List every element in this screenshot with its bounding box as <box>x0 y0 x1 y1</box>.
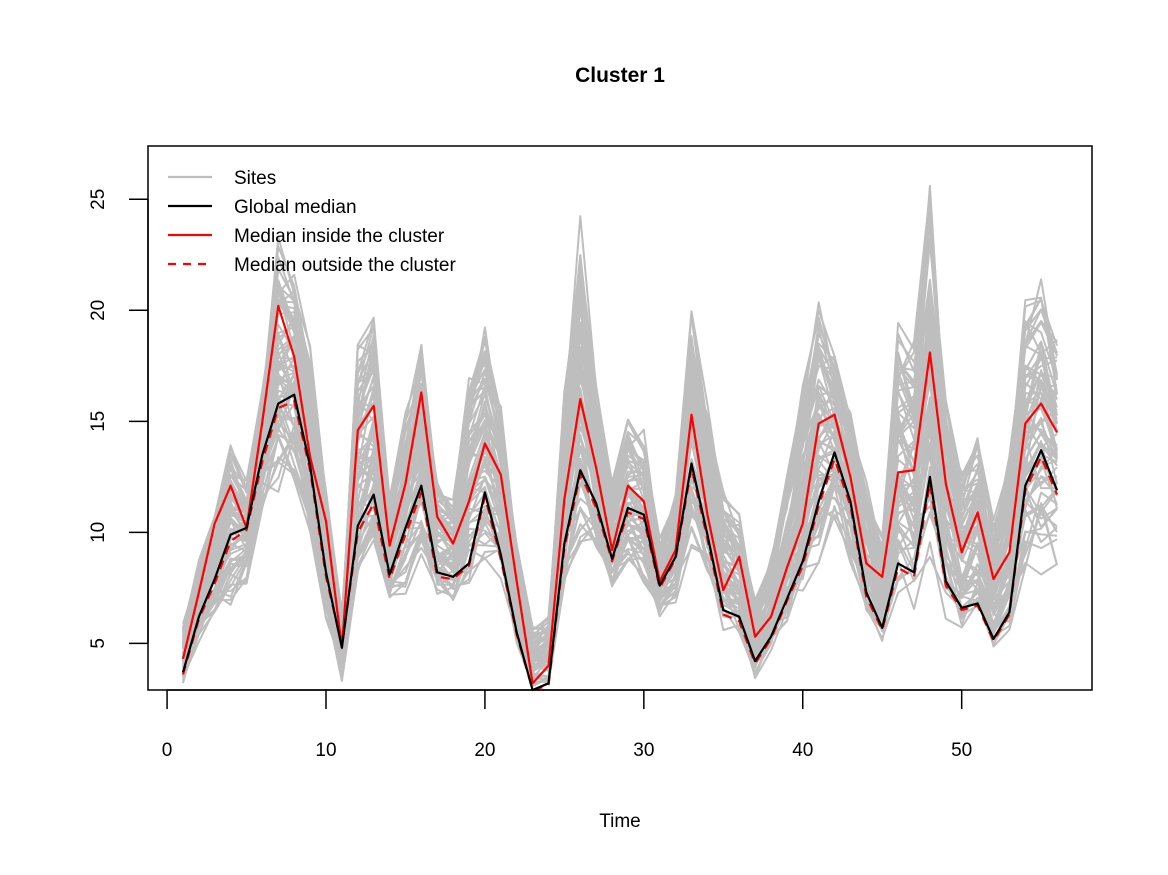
x-tick-label: 50 <box>951 740 972 761</box>
legend-label: Median inside the cluster <box>234 226 445 247</box>
series-line-median-inside-the-cluster <box>181 304 1058 685</box>
x-axis-label: Time <box>599 811 641 832</box>
y-axis: 5 10 15 20 25 <box>88 189 149 649</box>
series-line-global-median <box>181 393 1059 692</box>
site-line <box>182 412 1058 680</box>
legend-label: Global median <box>234 197 357 218</box>
x-tick-label: 30 <box>633 740 654 761</box>
site-line <box>182 215 1058 640</box>
y-tick-label: 20 <box>88 300 109 321</box>
legend-label: Sites <box>234 168 276 189</box>
chart-title: Cluster 1 <box>575 64 665 87</box>
x-tick-label: 10 <box>315 740 336 761</box>
x-tick-label: 20 <box>474 740 495 761</box>
y-tick-label: 15 <box>88 411 109 432</box>
y-tick-label: 25 <box>88 189 109 210</box>
legend-label: Median outside the cluster <box>234 255 456 276</box>
x-axis: 0 10 20 30 40 50 <box>162 689 972 761</box>
series-lines <box>181 304 1059 692</box>
legend: Sites Global median Median inside the clus… <box>168 168 456 276</box>
y-tick-label: 10 <box>88 522 109 543</box>
x-tick-label: 0 <box>162 740 173 761</box>
x-tick-label: 40 <box>792 740 813 761</box>
y-tick-label: 5 <box>88 638 109 649</box>
site-line <box>182 236 1058 637</box>
